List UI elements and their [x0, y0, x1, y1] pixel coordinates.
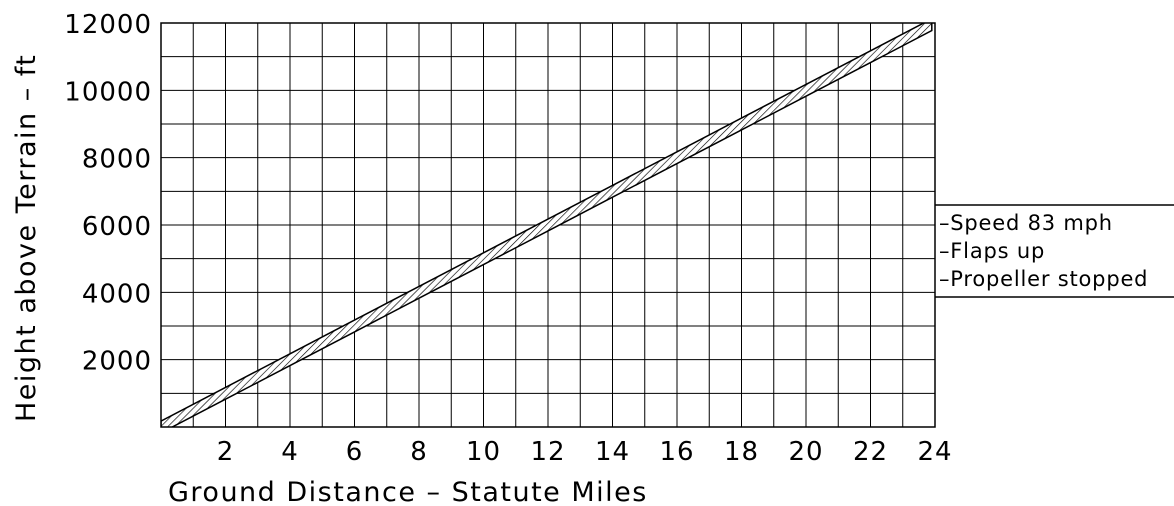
x-tick-label: 16	[659, 437, 694, 467]
x-tick-label: 8	[410, 437, 428, 467]
x-axis-label: Ground Distance – Statute Miles	[168, 477, 648, 506]
y-tick-label: 2000	[82, 347, 152, 377]
plot-grid	[161, 23, 935, 427]
legend-item-propeller: –Propeller stopped	[939, 267, 1148, 291]
x-tick-label: 14	[595, 437, 630, 467]
legend-item-flaps: –Flaps up	[939, 239, 1045, 263]
plot-frame	[160, 22, 936, 428]
glide-band	[161, 23, 933, 427]
x-tick-label: 22	[853, 437, 888, 467]
y-tick-label: 12000	[64, 10, 152, 40]
legend-item-speed: –Speed 83 mph	[939, 211, 1113, 235]
legend-box: –Speed 83 mph –Flaps up –Propeller stopp…	[935, 204, 1174, 298]
y-axis-label: Height above Terrain – ft	[11, 54, 42, 422]
y-tick-labels: 2000 4000 6000 8000 10000 12000	[64, 10, 152, 377]
x-tick-label: 24	[917, 437, 952, 467]
x-tick-label: 12	[530, 437, 565, 467]
y-tick-label: 6000	[82, 212, 152, 242]
x-tick-label: 4	[281, 437, 299, 467]
y-tick-label: 10000	[64, 77, 152, 107]
x-tick-label: 20	[788, 437, 823, 467]
x-tick-label: 2	[217, 437, 235, 467]
y-tick-label: 4000	[82, 279, 152, 309]
x-tick-label: 6	[346, 437, 364, 467]
x-tick-label: 18	[724, 437, 759, 467]
x-tick-labels: 2 4 6 8 10 12 14 16 18 20 22 24	[217, 437, 952, 467]
y-tick-label: 8000	[82, 145, 152, 175]
x-tick-label: 10	[466, 437, 501, 467]
